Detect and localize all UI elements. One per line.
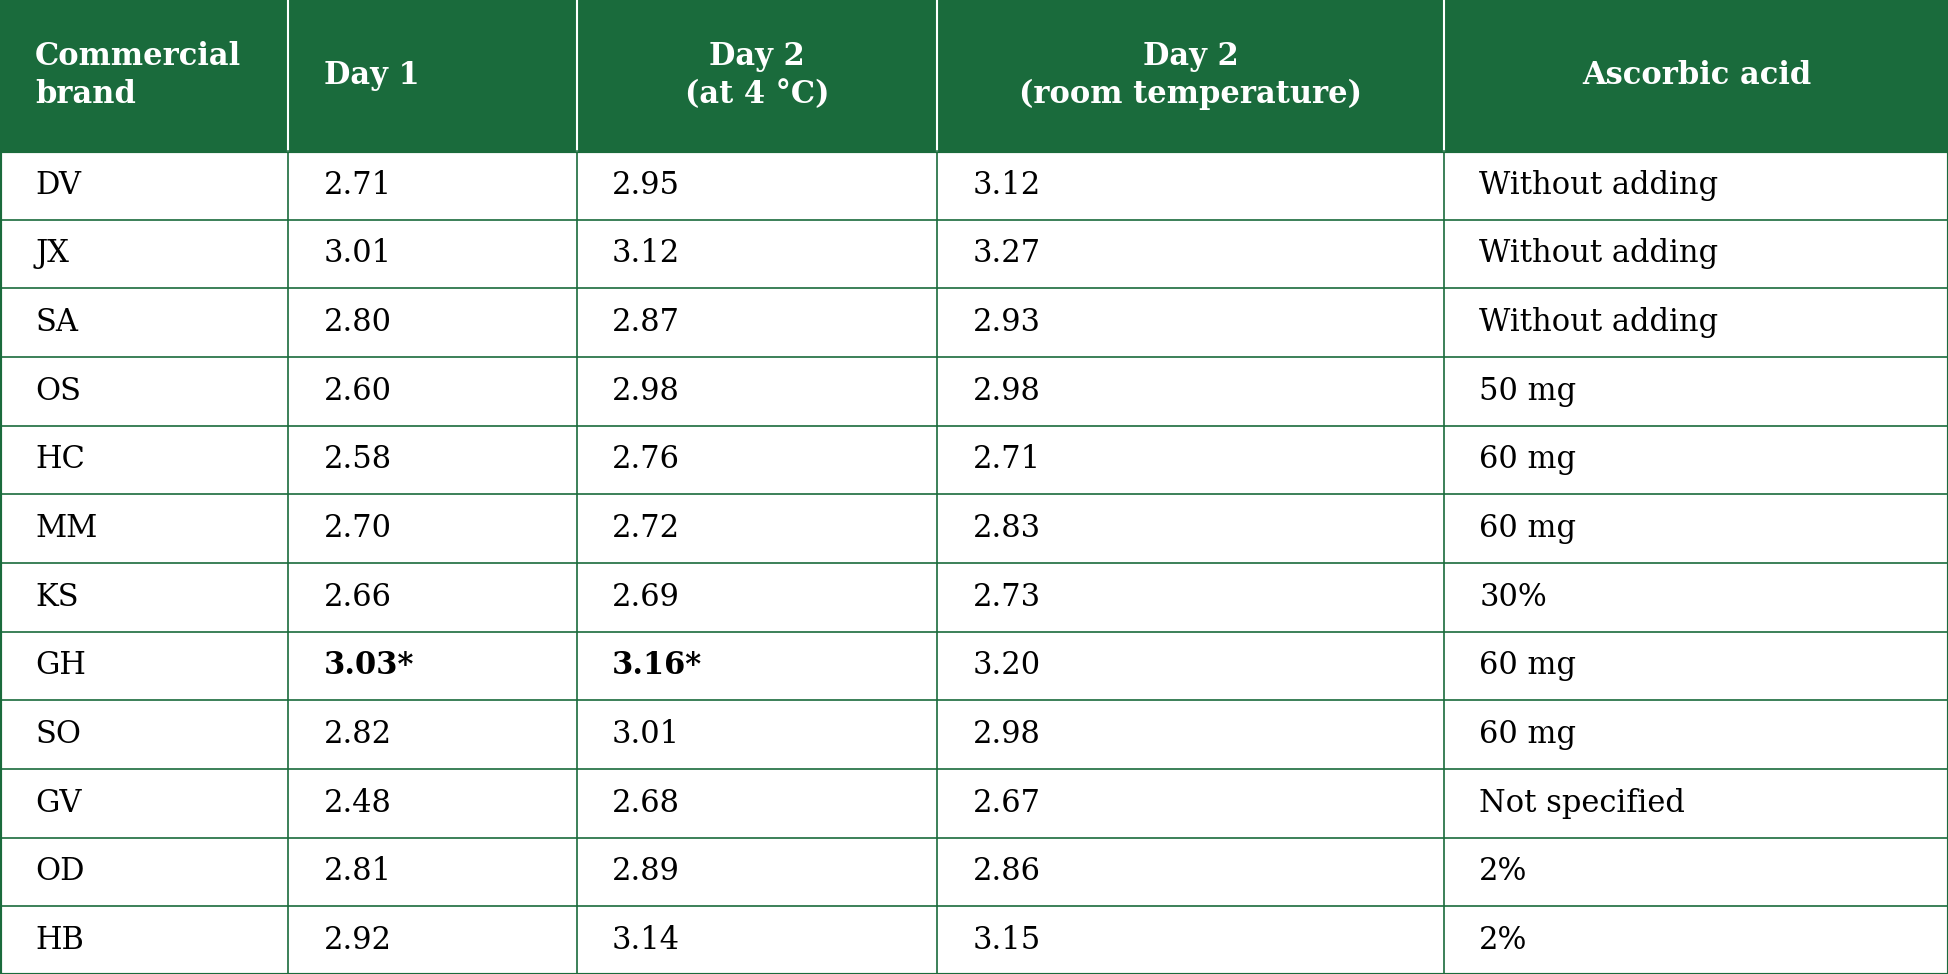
Text: 50 mg: 50 mg: [1479, 376, 1576, 407]
Text: Ascorbic acid: Ascorbic acid: [1582, 60, 1810, 91]
Text: 3.12: 3.12: [972, 169, 1040, 201]
Text: 2.80: 2.80: [323, 307, 392, 338]
Text: GH: GH: [35, 651, 86, 682]
Text: 3.20: 3.20: [972, 651, 1040, 682]
Text: SO: SO: [35, 719, 82, 750]
Text: KS: KS: [35, 581, 78, 613]
Bar: [0, 0, 1948, 151]
Text: 2.92: 2.92: [323, 925, 392, 956]
Text: 2.67: 2.67: [972, 788, 1040, 819]
Text: 3.03*: 3.03*: [323, 651, 413, 682]
Text: 2.71: 2.71: [323, 169, 392, 201]
Text: SA: SA: [35, 307, 78, 338]
Text: 2.60: 2.60: [323, 376, 392, 407]
Text: OS: OS: [35, 376, 82, 407]
Text: 3.01: 3.01: [612, 719, 680, 750]
Text: 3.01: 3.01: [323, 239, 392, 270]
Text: Day 2
(room temperature): Day 2 (room temperature): [1019, 41, 1362, 110]
Text: 30%: 30%: [1479, 581, 1547, 613]
Text: 3.16*: 3.16*: [612, 651, 701, 682]
Text: 60 mg: 60 mg: [1479, 719, 1576, 750]
Text: 3.14: 3.14: [612, 925, 680, 956]
Text: OD: OD: [35, 856, 84, 887]
Text: GV: GV: [35, 788, 82, 819]
Text: 2.76: 2.76: [612, 444, 680, 475]
Text: 2.98: 2.98: [972, 376, 1040, 407]
Text: 2.72: 2.72: [612, 513, 680, 544]
Text: 2.68: 2.68: [612, 788, 680, 819]
Text: 2.89: 2.89: [612, 856, 680, 887]
Text: 2.86: 2.86: [972, 856, 1040, 887]
Text: 3.15: 3.15: [972, 925, 1040, 956]
Text: 2.82: 2.82: [323, 719, 392, 750]
Text: Not specified: Not specified: [1479, 788, 1685, 819]
Text: 2.66: 2.66: [323, 581, 392, 613]
Text: 2.93: 2.93: [972, 307, 1040, 338]
Text: 3.27: 3.27: [972, 239, 1040, 270]
Text: 2.48: 2.48: [323, 788, 392, 819]
Text: 2.87: 2.87: [612, 307, 680, 338]
Text: Day 2
(at 4 °C): Day 2 (at 4 °C): [684, 41, 830, 110]
Text: 2.98: 2.98: [972, 719, 1040, 750]
Text: 2.83: 2.83: [972, 513, 1040, 544]
Text: Without adding: Without adding: [1479, 239, 1718, 270]
Text: Without adding: Without adding: [1479, 307, 1718, 338]
Text: Commercial
brand: Commercial brand: [35, 41, 242, 110]
Text: 2%: 2%: [1479, 856, 1527, 887]
Text: HB: HB: [35, 925, 84, 956]
Text: 2.58: 2.58: [323, 444, 392, 475]
Text: 3.12: 3.12: [612, 239, 680, 270]
Text: MM: MM: [35, 513, 97, 544]
Text: 2.73: 2.73: [972, 581, 1040, 613]
Text: 2%: 2%: [1479, 925, 1527, 956]
Text: Without adding: Without adding: [1479, 169, 1718, 201]
Text: JX: JX: [35, 239, 68, 270]
Text: 2.95: 2.95: [612, 169, 680, 201]
Text: 60 mg: 60 mg: [1479, 651, 1576, 682]
Text: 2.81: 2.81: [323, 856, 392, 887]
Text: 60 mg: 60 mg: [1479, 444, 1576, 475]
Text: 2.98: 2.98: [612, 376, 680, 407]
Text: 2.70: 2.70: [323, 513, 392, 544]
Text: HC: HC: [35, 444, 86, 475]
Text: 2.69: 2.69: [612, 581, 680, 613]
Text: 60 mg: 60 mg: [1479, 513, 1576, 544]
Text: Day 1: Day 1: [323, 60, 419, 91]
Text: 2.71: 2.71: [972, 444, 1040, 475]
Text: DV: DV: [35, 169, 82, 201]
